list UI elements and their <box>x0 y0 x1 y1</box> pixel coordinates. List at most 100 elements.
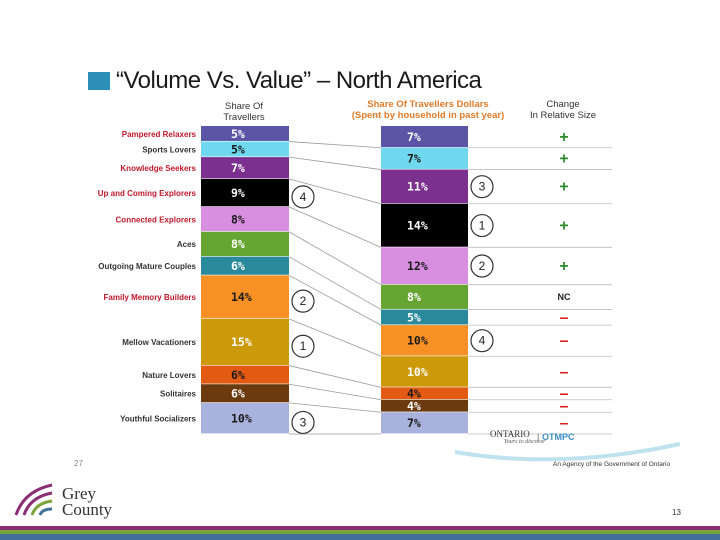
change-symbol-mellow-vacationers: – <box>560 364 569 381</box>
dollars-bar-solitaires <box>381 399 468 412</box>
page-number-right: 13 <box>672 508 681 517</box>
connector-line-solitaires <box>288 402 382 413</box>
travellers-bar-nature-lovers <box>201 365 289 384</box>
share-dollars-header-line2: (Spent by household in past year) <box>351 110 505 121</box>
travellers-label-outgoing-mature-couples: 6% <box>231 259 245 273</box>
dollars-label-sports-lovers: 7% <box>407 152 421 166</box>
category-label-sports-lovers: Sports Lovers <box>142 145 196 154</box>
change-symbol-solitaires: – <box>560 398 569 415</box>
category-label-up-and-coming-explorers: Up and Coming Explorers <box>98 189 197 198</box>
dollars-bar-mellow-vacationers <box>381 356 468 387</box>
dollars-label-family-memory-builders: 10% <box>407 334 428 348</box>
travellers-label-pampered-relaxers: 5% <box>231 127 245 141</box>
travellers-bar-outgoing-mature-couples <box>201 256 289 275</box>
connector-line-nature-lovers <box>288 383 382 401</box>
dollars-label-youthful-socializers: 7% <box>407 416 421 430</box>
right-rank-family-memory-builders-circle <box>470 329 494 353</box>
dollars-label-aces: 8% <box>407 290 421 304</box>
travellers-bar-sports-lovers <box>201 141 289 157</box>
dollars-label-outgoing-mature-couples: 5% <box>407 310 421 324</box>
title-square-icon <box>88 72 110 90</box>
change-header-line2: In Relative Size <box>529 110 596 121</box>
category-label-family-memory-builders: Family Memory Builders <box>104 293 197 302</box>
travellers-label-sports-lovers: 5% <box>231 142 245 156</box>
page-number-left: 27 <box>74 459 83 468</box>
right-rank-connected-explorers-circle <box>470 254 494 278</box>
ontario-swoosh <box>454 442 681 462</box>
dollars-label-mellow-vacationers: 10% <box>407 365 428 379</box>
share-travellers-header-line2: Travellers <box>223 112 265 123</box>
dollars-label-pampered-relaxers: 7% <box>407 130 421 144</box>
travellers-bar-mellow-vacationers <box>201 318 289 365</box>
dollars-bar-up-and-coming-explorers <box>381 203 468 247</box>
connector-line-up-and-coming-explorers <box>288 206 382 248</box>
category-label-solitaires: Solitaires <box>160 390 197 399</box>
change-symbol-knowledge-seekers: + <box>559 179 568 196</box>
travellers-bar-family-memory-builders <box>201 275 289 319</box>
right-rank-family-memory-builders-number: 4 <box>479 334 486 348</box>
right-rank-knowledge-seekers-number: 3 <box>479 180 486 194</box>
share-travellers-header: Share Of Travellers <box>214 101 274 123</box>
change-symbol-aces: NC <box>558 292 571 302</box>
change-symbol-family-memory-builders: – <box>560 333 569 350</box>
travellers-bar-solitaires <box>201 384 289 403</box>
right-rank-knowledge-seekers-circle <box>470 175 494 199</box>
travellers-label-youthful-socializers: 10% <box>231 411 252 425</box>
change-symbol-up-and-coming-explorers: + <box>559 218 568 235</box>
change-symbol-outgoing-mature-couples: – <box>560 309 569 326</box>
grey-county-line2: County <box>62 500 113 519</box>
dollars-label-nature-lovers: 4% <box>407 387 421 401</box>
footer-stripe-blue <box>0 534 720 540</box>
travellers-bar-pampered-relaxers <box>201 126 289 141</box>
dollars-bar-nature-lovers <box>381 387 468 400</box>
dollars-bar-pampered-relaxers <box>381 126 468 148</box>
dollars-bar-connected-explorers <box>381 247 468 285</box>
connector-line-mellow-vacationers <box>288 365 382 388</box>
dollars-label-solitaires: 4% <box>407 399 421 413</box>
connector-line-knowledge-seekers <box>288 178 382 205</box>
right-rank-up-and-coming-explorers-circle <box>470 213 494 238</box>
left-rank-youthful-socializers-number: 3 <box>300 415 307 429</box>
left-rank-youthful-socializers-circle <box>291 410 315 435</box>
right-rank-up-and-coming-explorers-number: 1 <box>479 219 486 233</box>
slide-title: “Volume Vs. Value” – North America <box>88 66 482 96</box>
change-symbol-sports-lovers: + <box>559 151 568 168</box>
dollars-label-knowledge-seekers: 11% <box>407 180 428 194</box>
left-rank-up-and-coming-explorers-number: 4 <box>300 190 307 204</box>
travellers-bar-up-and-coming-explorers <box>201 178 289 207</box>
travellers-label-family-memory-builders: 14% <box>231 290 252 304</box>
change-symbol-nature-lovers: – <box>560 386 569 403</box>
category-label-knowledge-seekers: Knowledge Seekers <box>120 164 196 173</box>
travellers-bar-aces <box>201 231 289 257</box>
dollars-bar-family-memory-builders <box>381 325 468 356</box>
category-label-pampered-relaxers: Pampered Relaxers <box>122 130 197 139</box>
connector-line-aces <box>288 256 382 310</box>
connector-line-sports-lovers <box>288 156 382 170</box>
ontario-tagline: Yours to discover <box>504 439 546 445</box>
travellers-bar-connected-explorers <box>201 206 289 232</box>
change-header-line1: Change <box>546 99 580 110</box>
connector-line-connected-explorers <box>288 231 382 286</box>
share-travellers-header-line1: Share Of <box>224 101 264 112</box>
otmpc-logo: | OTMPC <box>537 432 575 442</box>
title-text: “Volume Vs. Value” – North America <box>116 67 482 94</box>
left-rank-up-and-coming-explorers-circle <box>291 185 315 209</box>
footer-stripe-purple <box>0 526 720 530</box>
connector-line-family-memory-builders <box>288 318 382 357</box>
dollars-bar-aces <box>381 284 468 309</box>
footer-stripe-green <box>0 530 720 534</box>
right-rank-connected-explorers-number: 2 <box>479 259 486 273</box>
otmpc-logo-text: OTMPC <box>542 432 575 442</box>
travellers-label-aces: 8% <box>231 237 245 251</box>
dollars-bar-knowledge-seekers <box>381 169 468 204</box>
connector-line-outgoing-mature-couples <box>288 274 382 326</box>
agency-text: An Agency of the Government of Ontario <box>553 461 671 468</box>
ontario-logo-text: ONTARIO <box>490 429 530 439</box>
travellers-label-up-and-coming-explorers: 9% <box>231 186 245 200</box>
ontario-logo: ONTARIO Yours to discover <box>490 429 545 445</box>
grey-county-logo-icon <box>14 483 53 516</box>
category-label-mellow-vacationers: Mellow Vacationers <box>122 338 196 347</box>
change-header: Change In Relative Size <box>522 99 604 121</box>
dollars-bar-sports-lovers <box>381 147 468 169</box>
